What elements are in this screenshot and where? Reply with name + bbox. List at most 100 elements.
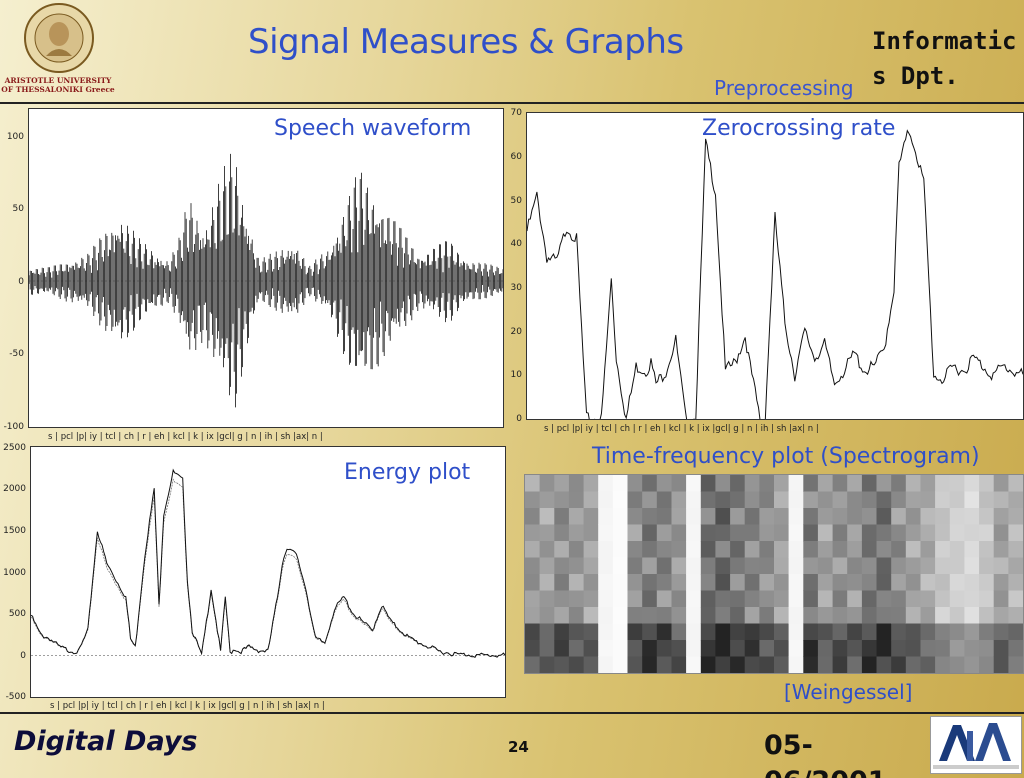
waveform-phoneme-axis: s | pcl |p| iy | tcl | ch | r | eh | kcl… — [48, 432, 323, 442]
spectrogram-cell — [642, 656, 658, 674]
spectrogram-cell — [730, 508, 746, 525]
spectrogram-cell — [554, 541, 570, 558]
spectrogram-cell — [700, 541, 716, 558]
spectrogram-cell — [686, 640, 702, 657]
spectrogram-cell — [612, 656, 628, 674]
waveform-label: Speech waveform — [274, 116, 472, 141]
spectrogram-cell — [598, 541, 614, 558]
spectrogram-cell — [905, 475, 921, 492]
spectrogram-cell — [700, 574, 716, 591]
spectrogram-cell — [612, 607, 628, 624]
spectrogram-cell — [935, 541, 951, 558]
header-divider — [0, 102, 1024, 104]
spectrogram-cell — [700, 607, 716, 624]
spectrogram-cell — [627, 491, 643, 509]
spectrogram-cell — [949, 607, 965, 624]
energy-y-tick: 2000 — [3, 484, 26, 494]
spectrogram-cell — [803, 557, 819, 575]
spectrogram-cell — [920, 557, 936, 575]
spectrogram-cell — [671, 491, 687, 509]
spectrogram-cell — [525, 557, 541, 575]
spectrogram-citation: [Weingessel] — [784, 680, 913, 704]
spectrogram-cell — [847, 590, 863, 608]
spectrogram-cell — [686, 607, 702, 624]
spectrogram-cell — [671, 640, 687, 657]
spectrogram-cell — [554, 590, 570, 608]
spectrogram-cell — [847, 524, 863, 542]
spectrogram-cell — [627, 524, 643, 542]
spectrogram-cell — [642, 524, 658, 542]
section-label: Preprocessing — [714, 76, 854, 100]
spectrogram-cell — [861, 574, 877, 591]
energy-y-tick: 0 — [20, 651, 26, 661]
spectrogram-cell — [817, 640, 833, 657]
spectrogram-cell — [598, 508, 614, 525]
spectrogram-cell — [876, 491, 892, 509]
spectrogram-cell — [656, 541, 672, 558]
spectrogram-cell — [744, 541, 760, 558]
spectrogram-cell — [935, 590, 951, 608]
spectrogram-cell — [539, 590, 555, 608]
spectrogram-cell — [979, 508, 995, 525]
spectrogram-cell — [832, 491, 848, 509]
spectrogram-cell — [525, 607, 541, 624]
spectrogram-cell — [876, 574, 892, 591]
spectrogram-cell — [832, 541, 848, 558]
spectrogram-cell — [656, 508, 672, 525]
spectrogram-cell — [935, 640, 951, 657]
spectrogram-cell — [847, 541, 863, 558]
spectrogram-cell — [949, 574, 965, 591]
spectrogram-cell — [949, 640, 965, 657]
spectrogram-cell — [715, 557, 731, 575]
spectrogram-cell — [525, 475, 541, 492]
spectrogram-cell — [1008, 607, 1024, 624]
spectrogram-cell — [935, 557, 951, 575]
spectrogram-cell — [700, 508, 716, 525]
spectrogram-cell — [568, 623, 584, 641]
spectrogram-cell — [671, 623, 687, 641]
spectrogram-cell — [583, 475, 599, 492]
spectrogram-cell — [891, 590, 907, 608]
zc-y-tick: 10 — [511, 370, 523, 380]
spectrogram-cell — [964, 541, 980, 558]
ai-lab-logo — [930, 716, 1022, 774]
waveform-panel — [28, 108, 504, 428]
spectrogram-cell — [979, 557, 995, 575]
spectrogram-cell — [656, 574, 672, 591]
spectrogram-cell — [891, 623, 907, 641]
spectrogram-cell — [935, 475, 951, 492]
university-seal-logo — [22, 2, 96, 74]
spectrogram-cell — [979, 607, 995, 624]
spectrogram-cell — [598, 607, 614, 624]
spectrogram-cell — [876, 508, 892, 525]
zerocrossing-panel — [526, 112, 1024, 426]
energy-trace — [30, 468, 506, 659]
spectrogram-cell — [993, 640, 1009, 657]
spectrogram-cell — [671, 607, 687, 624]
spectrogram-cell — [817, 656, 833, 674]
spectrogram-cell — [554, 508, 570, 525]
spectrogram-cell — [627, 508, 643, 525]
spectrogram-cell — [949, 524, 965, 542]
spectrogram-cell — [671, 574, 687, 591]
spectrogram-cell — [847, 607, 863, 624]
spectrogram-cell — [993, 607, 1009, 624]
spectrogram-cell — [964, 557, 980, 575]
waveform-y-tick: 50 — [13, 204, 25, 214]
spectrogram-cell — [891, 541, 907, 558]
spectrogram-cell — [949, 508, 965, 525]
spectrogram-cell — [715, 491, 731, 509]
spectrogram-cell — [832, 574, 848, 591]
spectrogram-cell — [832, 557, 848, 575]
spectrogram-cell — [920, 656, 936, 674]
spectrogram-cell — [671, 557, 687, 575]
spectrogram-cell — [788, 640, 804, 657]
spectrogram-cell — [774, 574, 790, 591]
spectrogram-cell — [671, 524, 687, 542]
spectrogram-cell — [612, 524, 628, 542]
spectrogram-cell — [993, 508, 1009, 525]
spectrogram-cell — [803, 590, 819, 608]
spectrogram-cell — [876, 656, 892, 674]
spectrogram-cell — [979, 541, 995, 558]
spectrogram-cell — [803, 574, 819, 591]
